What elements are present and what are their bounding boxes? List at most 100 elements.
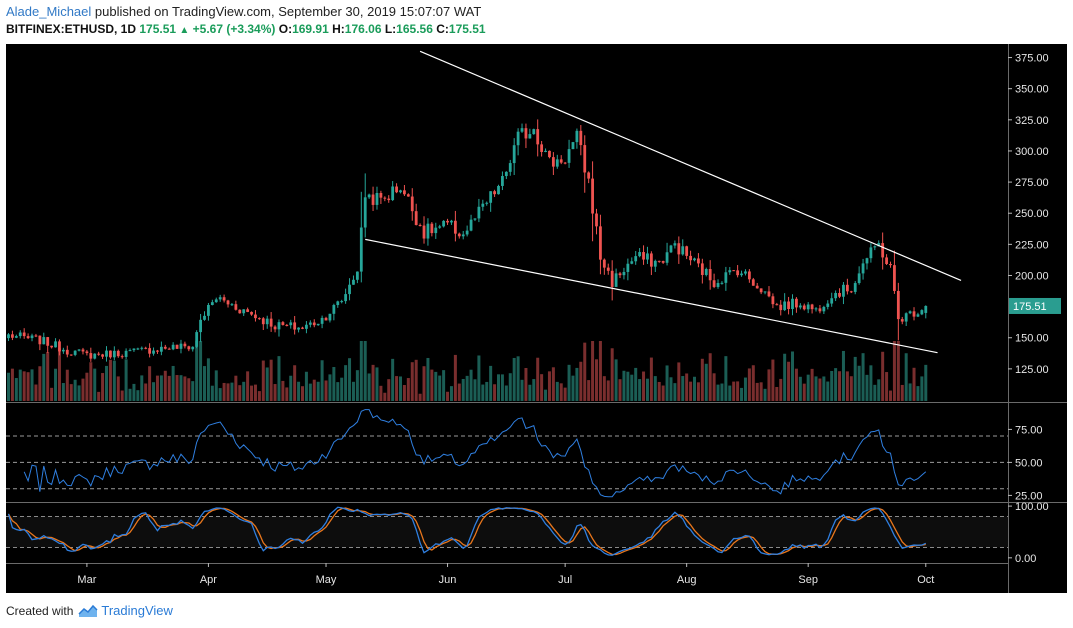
volume-bar [261,360,265,401]
candle-body [720,282,724,284]
volume-bar [449,386,453,401]
candle-body [336,301,340,306]
candle-body [916,314,920,317]
candle-body [900,319,904,322]
volume-bar [203,366,206,401]
symbol-name[interactable]: BITFINEX:ETHUSD, 1D [6,22,137,36]
candle-body [34,335,38,337]
candle-body [97,353,101,355]
volume-bar [696,382,700,401]
candle-body [787,301,790,309]
candle-body [685,246,689,256]
candle-body [736,270,740,276]
candle-body [38,335,42,345]
volume-bar [544,389,548,401]
volume-bar [634,367,638,401]
volume-bar [18,369,22,401]
volume-bar [783,353,787,401]
volume-bar [179,375,183,401]
volume-bar [598,341,602,401]
volume-bar [500,374,504,401]
candle-body [563,162,567,164]
candle-body [559,159,563,163]
candle-body [324,317,328,321]
volume-bar [806,374,810,401]
volume-bar [493,384,497,401]
candle-body [826,303,830,307]
volume-bar [661,385,665,401]
volume-bar [332,367,336,401]
price-tick-label: 375.00 [1015,53,1049,65]
candle-body [755,285,759,289]
candle-body [767,291,771,297]
candle-body [109,350,112,358]
volume-bar [779,378,783,401]
volume-bar [653,376,657,401]
volume-bar [46,352,50,401]
candle-body [622,271,626,276]
candle-body [355,271,359,280]
candle-body [642,252,645,260]
candle-body [579,130,583,146]
candle-body [571,142,575,150]
volume-bar [265,367,269,401]
candle-body [265,318,269,325]
volume-bar [857,365,861,401]
stoch-k-line [7,506,927,556]
open-label: O: [278,22,293,36]
stoch-tick-label: 100.00 [1015,501,1049,513]
volume-bar [242,381,246,401]
candle-body [226,300,230,305]
volume-bar [112,360,116,401]
candle-body [575,130,579,143]
volume-bar [148,366,152,401]
candle-body [822,306,826,312]
volume-bar [222,382,226,401]
volume-bar [363,341,367,401]
rsi-pane [6,403,1008,502]
candle-body [406,194,410,197]
volume-bar [743,377,747,401]
volume-bar [516,356,520,401]
candle-body [148,348,152,354]
volume-bar [826,381,830,401]
volume-bar [740,387,744,401]
price-change: +5.67 (+3.34%) [192,22,276,36]
volume-bar [461,378,465,401]
volume-bar [638,379,642,401]
candle-body [371,194,375,205]
volume-bar [798,376,802,401]
volume-bar [465,375,469,401]
volume-bar [551,367,555,401]
price-axis [1008,44,1067,593]
volume-bar [712,373,716,401]
candle-body [567,149,571,163]
time-tick-label: Aug [677,574,697,586]
volume-bar [724,356,728,401]
candle-body [845,284,849,292]
time-tick-label: Jun [439,574,457,586]
candle-body [838,292,841,297]
volume-bar [371,364,375,401]
tradingview-brand[interactable]: TradingView [101,603,173,618]
candle-body [653,260,657,267]
volume-bar [410,362,414,401]
volume-bar [814,376,818,401]
candle-body [422,225,426,239]
candle-body [516,131,520,146]
volume-bar [626,371,630,401]
candle-body [849,291,853,293]
volume-bar [234,375,238,401]
author-link[interactable]: Alade_Michael [6,4,92,19]
volume-bar [438,375,442,401]
volume-bar [14,378,18,401]
volume-bar [402,385,406,401]
volume-bar [900,384,904,401]
candle-body [152,350,155,354]
candle-body [367,194,371,198]
volume-bar [73,379,77,401]
volume-bar [81,378,85,401]
volume-bar [555,381,559,401]
volume-bar [838,371,842,401]
